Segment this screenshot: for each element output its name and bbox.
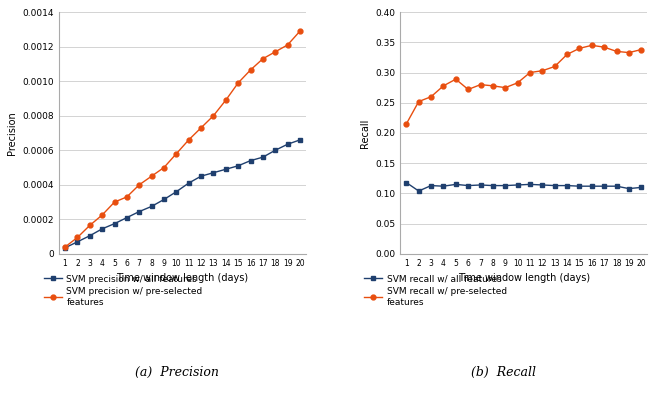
SVM precision w/ all features: [98, 226, 106, 231]
SVM recall w/ all features: [489, 183, 497, 188]
SVM precision w/ pre-selected
features: [197, 125, 205, 130]
SVM recall w/ all features: [551, 183, 559, 188]
SVM precision w/ pre-selected
features: [123, 195, 131, 199]
Legend: SVM recall w/ all features, SVM recall w/ pre-selected
features: SVM recall w/ all features, SVM recall w…: [364, 274, 507, 307]
SVM recall w/ all features: [427, 183, 435, 188]
SVM recall w/ pre-selected
features: [489, 83, 497, 88]
SVM precision w/ all features: [222, 167, 230, 172]
SVM precision w/ all features: [259, 155, 267, 160]
SVM precision w/ pre-selected
features: [234, 81, 242, 85]
SVM precision w/ pre-selected
features: [86, 223, 94, 228]
SVM recall w/ all features: [613, 184, 621, 189]
SVM recall w/ all features: [452, 182, 460, 187]
Line: SVM recall w/ all features: SVM recall w/ all features: [404, 180, 644, 193]
SVM recall w/ all features: [402, 180, 410, 185]
SVM precision w/ all features: [86, 233, 94, 238]
SVM recall w/ all features: [538, 183, 546, 187]
SVM recall w/ pre-selected
features: [502, 85, 509, 90]
SVM recall w/ all features: [513, 183, 521, 187]
SVM precision w/ all features: [135, 209, 143, 214]
SVM precision w/ pre-selected
features: [271, 50, 279, 54]
SVM recall w/ all features: [415, 189, 422, 193]
SVM precision w/ all features: [111, 221, 118, 226]
SVM recall w/ pre-selected
features: [464, 87, 472, 92]
SVM precision w/ all features: [247, 158, 254, 163]
X-axis label: Time window length (days): Time window length (days): [458, 273, 590, 283]
SVM recall w/ pre-selected
features: [402, 122, 410, 127]
SVM recall w/ pre-selected
features: [576, 46, 583, 51]
SVM precision w/ all features: [123, 215, 131, 220]
SVM recall w/ all features: [526, 182, 534, 187]
SVM precision w/ all features: [173, 189, 181, 194]
SVM precision w/ all features: [209, 170, 217, 175]
SVM precision w/ all features: [234, 163, 242, 168]
SVM precision w/ pre-selected
features: [209, 113, 217, 118]
SVM precision w/ all features: [284, 142, 292, 147]
SVM recall w/ pre-selected
features: [415, 99, 422, 104]
Line: SVM precision w/ all features: SVM precision w/ all features: [63, 137, 302, 250]
SVM recall w/ all features: [563, 183, 571, 188]
SVM recall w/ all features: [625, 186, 633, 191]
SVM recall w/ pre-selected
features: [526, 70, 534, 75]
Line: SVM recall w/ pre-selected
features: SVM recall w/ pre-selected features: [404, 43, 644, 127]
SVM precision w/ all features: [148, 204, 156, 209]
Text: (b)  Recall: (b) Recall: [471, 366, 536, 379]
SVM precision w/ all features: [296, 137, 304, 142]
SVM precision w/ pre-selected
features: [296, 29, 304, 33]
SVM recall w/ pre-selected
features: [588, 43, 596, 48]
SVM recall w/ all features: [477, 183, 485, 187]
SVM recall w/ pre-selected
features: [538, 68, 546, 73]
SVM recall w/ pre-selected
features: [600, 45, 608, 50]
SVM precision w/ all features: [185, 181, 193, 185]
SVM recall w/ pre-selected
features: [625, 50, 633, 55]
SVM recall w/ pre-selected
features: [427, 94, 435, 99]
SVM recall w/ all features: [638, 185, 645, 190]
SVM recall w/ pre-selected
features: [551, 64, 559, 69]
SVM recall w/ pre-selected
features: [613, 49, 621, 54]
SVM precision w/ pre-selected
features: [185, 137, 193, 142]
SVM recall w/ all features: [600, 184, 608, 189]
SVM precision w/ pre-selected
features: [284, 42, 292, 47]
SVM recall w/ pre-selected
features: [439, 83, 447, 88]
SVM precision w/ pre-selected
features: [160, 165, 168, 170]
SVM precision w/ pre-selected
features: [222, 98, 230, 103]
SVM precision w/ pre-selected
features: [61, 245, 69, 249]
SVM recall w/ pre-selected
features: [638, 47, 645, 52]
Y-axis label: Recall: Recall: [360, 118, 370, 147]
X-axis label: Time window length (days): Time window length (days): [116, 273, 249, 283]
Text: (a)  Precision: (a) Precision: [135, 366, 218, 379]
SVM recall w/ all features: [502, 183, 509, 188]
SVM precision w/ all features: [160, 197, 168, 202]
SVM recall w/ all features: [464, 183, 472, 188]
SVM precision w/ pre-selected
features: [135, 183, 143, 187]
SVM recall w/ pre-selected
features: [477, 82, 485, 87]
SVM precision w/ all features: [197, 174, 205, 179]
SVM precision w/ pre-selected
features: [148, 174, 156, 179]
SVM recall w/ all features: [588, 184, 596, 189]
SVM recall w/ pre-selected
features: [452, 77, 460, 82]
SVM recall w/ all features: [576, 184, 583, 189]
Legend: SVM precision w/ all features, SVM precision w/ pre-selected
features: SVM precision w/ all features, SVM preci…: [44, 274, 203, 307]
SVM precision w/ pre-selected
features: [247, 68, 254, 73]
SVM precision w/ all features: [73, 239, 81, 244]
SVM precision w/ pre-selected
features: [98, 213, 106, 218]
SVM precision w/ all features: [271, 148, 279, 153]
Y-axis label: Precision: Precision: [7, 111, 17, 155]
SVM precision w/ pre-selected
features: [259, 56, 267, 61]
SVM recall w/ all features: [439, 184, 447, 189]
SVM precision w/ pre-selected
features: [73, 235, 81, 240]
SVM precision w/ pre-selected
features: [111, 199, 118, 204]
SVM precision w/ all features: [61, 245, 69, 250]
Line: SVM precision w/ pre-selected
features: SVM precision w/ pre-selected features: [63, 29, 302, 249]
SVM recall w/ pre-selected
features: [563, 52, 571, 57]
SVM recall w/ pre-selected
features: [513, 81, 521, 85]
SVM precision w/ pre-selected
features: [173, 151, 181, 156]
